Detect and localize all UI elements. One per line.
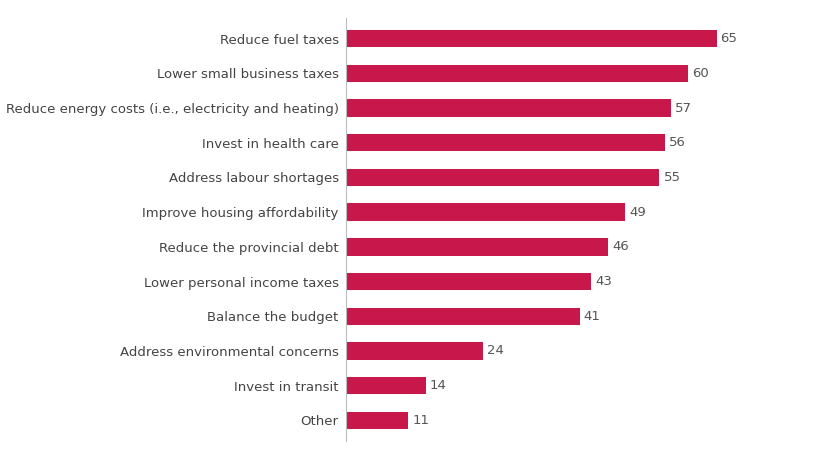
Text: 56: 56 <box>669 136 686 149</box>
Text: 46: 46 <box>612 240 629 253</box>
Text: 43: 43 <box>595 275 611 288</box>
Bar <box>346 307 579 325</box>
Text: 49: 49 <box>630 206 646 219</box>
Bar <box>346 238 608 256</box>
Bar <box>346 99 671 117</box>
Bar <box>346 30 717 47</box>
Text: 11: 11 <box>412 414 430 427</box>
Bar <box>346 412 408 429</box>
Text: 41: 41 <box>584 310 601 323</box>
Bar <box>346 169 659 186</box>
Bar <box>346 203 625 221</box>
Bar <box>346 342 482 360</box>
Bar <box>346 134 665 152</box>
Bar <box>346 65 688 82</box>
Text: 60: 60 <box>692 67 709 80</box>
Text: 14: 14 <box>430 379 446 392</box>
Text: 55: 55 <box>663 171 681 184</box>
Text: 24: 24 <box>486 344 504 357</box>
Text: 65: 65 <box>721 32 737 45</box>
Bar <box>346 377 425 394</box>
Bar <box>346 273 591 290</box>
Text: 57: 57 <box>675 102 692 115</box>
